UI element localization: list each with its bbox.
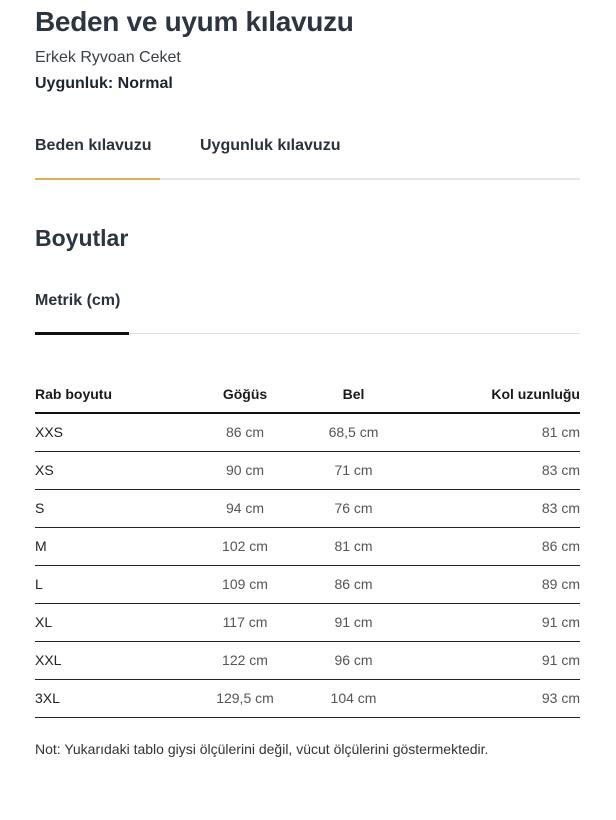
unit-tab-divider [35,333,580,334]
cell-chest: 86 cm [185,413,305,452]
table-row: XL 117 cm 91 cm 91 cm [35,603,580,642]
tab-size-guide[interactable]: Beden kılavuzu [35,137,152,154]
cell-size: XS [35,451,185,490]
header-size: Rab boyutu [35,375,185,414]
cell-waist: 71 cm [305,451,402,490]
cell-chest: 109 cm [185,565,305,604]
unit-tab-active-indicator [35,332,129,335]
page-title: Beden ve uyum kılavuzu [35,6,354,37]
section-title: Boyutlar [35,225,129,251]
cell-size: S [35,489,185,528]
header-waist: Bel [305,375,402,414]
cell-size: XL [35,603,185,642]
cell-waist: 68,5 cm [305,413,402,452]
cell-waist: 104 cm [305,679,402,718]
table-row: 3XL 129,5 cm 104 cm 93 cm [35,679,580,718]
cell-chest: 90 cm [185,451,305,490]
cell-waist: 86 cm [305,565,402,604]
table-row: S 94 cm 76 cm 83 cm [35,489,580,528]
tab-divider [35,178,580,180]
cell-waist: 76 cm [305,489,402,528]
header-chest: Göğüs [185,375,305,414]
cell-size: XXS [35,413,185,452]
cell-sleeve: 83 cm [402,451,580,490]
cell-sleeve: 91 cm [402,641,580,680]
tab-metric[interactable]: Metrik (cm) [35,292,121,309]
cell-size: 3XL [35,679,185,718]
cell-sleeve: 91 cm [402,603,580,642]
cell-chest: 129,5 cm [185,679,305,718]
cell-sleeve: 81 cm [402,413,580,452]
table-row: XXS 86 cm 68,5 cm 81 cm [35,413,580,452]
tab-fit-guide[interactable]: Uygunluk kılavuzu [200,137,341,154]
table-header-row: Rab boyutu Göğüs Bel Kol uzunluğu [35,375,580,414]
table-row: XS 90 cm 71 cm 83 cm [35,451,580,490]
size-table: Rab boyutu Göğüs Bel Kol uzunluğu XXS 86 … [35,375,580,718]
table-row: L 109 cm 86 cm 89 cm [35,565,580,604]
cell-size: XXL [35,641,185,680]
cell-chest: 102 cm [185,527,305,566]
fit-label: Uygunluk: Normal [35,75,173,92]
cell-chest: 94 cm [185,489,305,528]
cell-chest: 122 cm [185,641,305,680]
header-sleeve: Kol uzunluğu [402,375,580,414]
cell-size: M [35,527,185,566]
cell-sleeve: 89 cm [402,565,580,604]
product-name: Erkek Ryvoan Ceket [35,49,181,66]
cell-chest: 117 cm [185,603,305,642]
cell-waist: 81 cm [305,527,402,566]
table-row: XXL 122 cm 96 cm 91 cm [35,641,580,680]
cell-sleeve: 86 cm [402,527,580,566]
table-note: Not: Yukarıdaki tablo giysi ölçülerini d… [35,741,489,757]
cell-waist: 91 cm [305,603,402,642]
cell-sleeve: 93 cm [402,679,580,718]
cell-waist: 96 cm [305,641,402,680]
tab-active-indicator [35,178,160,180]
cell-sleeve: 83 cm [402,489,580,528]
table-row: M 102 cm 81 cm 86 cm [35,527,580,566]
cell-size: L [35,565,185,604]
